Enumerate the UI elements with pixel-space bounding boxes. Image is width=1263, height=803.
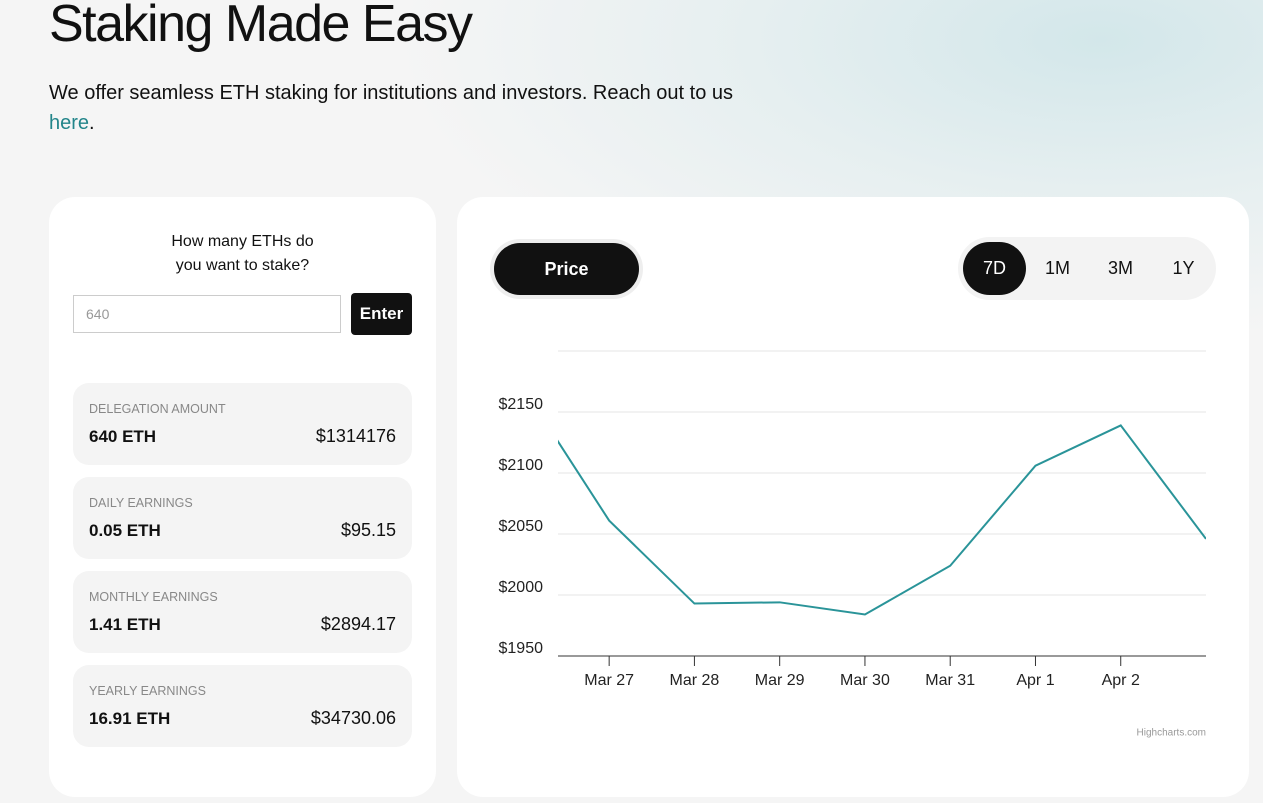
stat-eth: 640 ETH (89, 427, 157, 446)
stat-usd: $1314176 (315, 426, 396, 446)
range-tab[interactable]: 7D (963, 242, 1026, 295)
contact-link[interactable]: here (49, 112, 90, 134)
intro: We offer seamless ETH staking for instit… (49, 78, 739, 138)
y-tick-label: $2000 (499, 579, 544, 596)
range-tab[interactable]: 1M (1044, 258, 1070, 278)
stat-box: MONTHLY EARNINGS 1.41 ETH $2894.17 (73, 571, 412, 653)
y-tick-label: $1950 (499, 640, 544, 657)
stat-eth: 1.41 ETH (89, 615, 161, 634)
stat-box: DELEGATION AMOUNT 640 ETH $1314176 (73, 383, 412, 465)
stat-usd: $34730.06 (310, 708, 396, 728)
x-tick-label: Apr 1 (1016, 672, 1054, 689)
x-tick-label: Mar 31 (925, 672, 975, 689)
y-tick-label: $2150 (499, 396, 544, 413)
stat-label: MONTHLY EARNINGS (89, 590, 218, 604)
page-title: Staking Made Easy (49, 0, 473, 53)
eth-input[interactable]: 640 (73, 295, 341, 333)
credit: Highcharts.com (1137, 728, 1206, 739)
stat-label: YEARLY EARNINGS (89, 684, 206, 698)
price-line (558, 424, 1206, 616)
enter-button[interactable]: Enter (351, 293, 412, 335)
stat-usd: $95.15 (340, 520, 396, 540)
intro-text: We offer seamless ETH staking for instit… (49, 82, 734, 104)
x-tick-label: Apr 2 (1102, 672, 1140, 689)
x-tick-label: Mar 27 (584, 672, 634, 689)
stat-usd: $2894.17 (320, 614, 396, 634)
x-tick-label: Mar 30 (840, 672, 890, 689)
stat-eth: 0.05 ETH (89, 521, 161, 540)
x-tick-label: Mar 28 (670, 672, 720, 689)
y-tick-label: $2050 (499, 518, 544, 535)
range-tab[interactable]: 1Y (1172, 258, 1195, 278)
question: How many ETHs do you want to stake? (171, 233, 314, 274)
range-tab[interactable]: 3M (1107, 258, 1133, 278)
stat-eth: 16.91 ETH (89, 709, 171, 728)
price-tab[interactable]: Price (494, 243, 639, 295)
stat-label: DELEGATION AMOUNT (89, 402, 226, 416)
x-tick-label: Mar 29 (755, 672, 805, 689)
range-tabs: 7D 1M 3M 1Y (958, 237, 1216, 300)
stat-box: DAILY EARNINGS 0.05 ETH $95.15 (73, 477, 412, 559)
stat-label: DAILY EARNINGS (89, 496, 193, 510)
stat-box: YEARLY EARNINGS 16.91 ETH $34730.06 (73, 665, 412, 747)
intro-end: . (89, 112, 95, 134)
y-tick-label: $2100 (499, 457, 544, 474)
plot-area (558, 424, 1206, 616)
